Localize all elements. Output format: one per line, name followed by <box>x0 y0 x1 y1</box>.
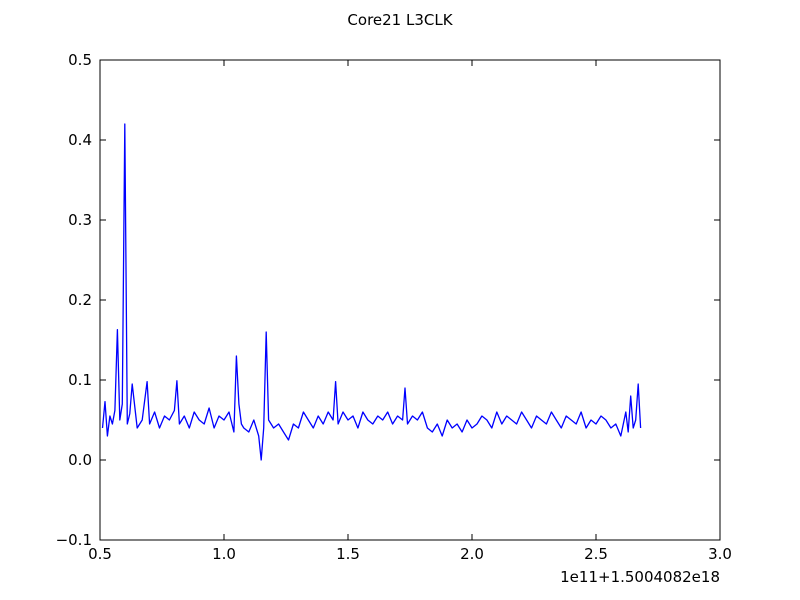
y-tick-label: 0.1 <box>68 371 92 389</box>
axes: 0.5 1.0 1.5 2.0 2.5 3.0−0.10.00.10.20.30.40.5 <box>56 51 732 563</box>
x-offset-label: 1e11+1.5004082e18 <box>560 568 720 586</box>
chart-title: Core21 L3CLK <box>347 11 453 29</box>
x-tick-label: 1.0 <box>212 545 236 563</box>
x-tick-label: 2.5 <box>584 545 608 563</box>
plot-area <box>103 124 641 460</box>
x-tick-label: 1.5 <box>336 545 360 563</box>
series-line-0 <box>103 124 641 460</box>
x-tick-label: 2.0 <box>460 545 484 563</box>
y-tick-label: 0.4 <box>68 131 92 149</box>
y-tick-label: −0.1 <box>56 531 92 549</box>
y-tick-label: 0.0 <box>68 451 92 469</box>
x-tick-label: 3.0 <box>708 545 732 563</box>
y-tick-label: 0.2 <box>68 291 92 309</box>
y-tick-label: 0.3 <box>68 211 92 229</box>
plot-frame <box>100 60 720 540</box>
y-tick-label: 0.5 <box>68 51 92 69</box>
